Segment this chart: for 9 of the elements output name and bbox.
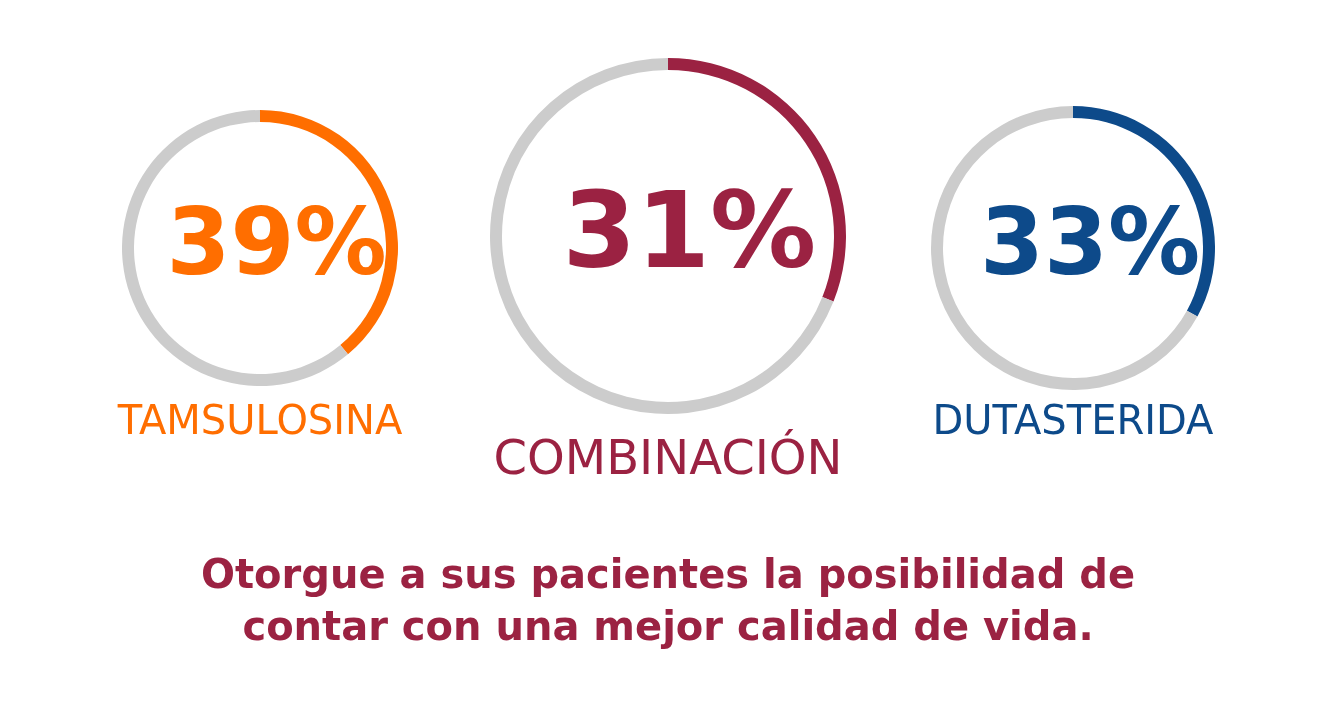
text: TAMSULOSINA — [116, 396, 404, 444]
donut-slice — [931, 106, 1198, 390]
data-label: 39% — [165, 188, 388, 299]
data-label: 31% — [561, 168, 818, 295]
text: DUTASTERIDA — [931, 396, 1215, 444]
data-label: 33% — [978, 188, 1202, 299]
text: COMBINACIÓN — [492, 429, 844, 487]
donut-slice — [490, 58, 834, 414]
text: Otorgue a sus pacientes la posibilidad de contar con una mejor calidad de vida. — [199, 550, 1136, 651]
